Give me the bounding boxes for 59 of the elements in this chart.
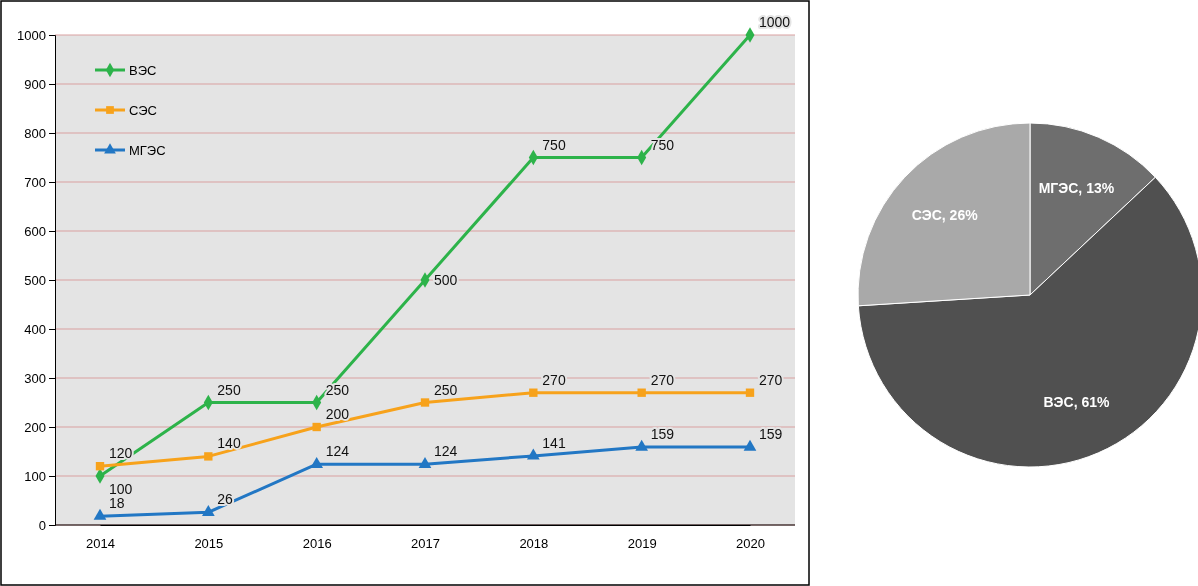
data-label: 270 xyxy=(542,371,566,388)
y-tick-label: 800 xyxy=(24,125,46,141)
data-label: 1000 xyxy=(759,14,791,30)
x-tick-label: 2016 xyxy=(302,536,332,552)
x-tick-label: 2017 xyxy=(411,536,440,552)
point xyxy=(635,439,649,451)
point xyxy=(526,448,540,460)
point xyxy=(745,388,755,397)
y-tick-label: 300 xyxy=(24,370,46,386)
point xyxy=(529,388,538,397)
point xyxy=(418,456,432,468)
data-label: 100 xyxy=(109,481,133,497)
y-tick-label: 500 xyxy=(24,272,46,288)
y-tick-label: 600 xyxy=(24,223,46,239)
point xyxy=(637,388,646,397)
data-label: 500 xyxy=(434,272,458,288)
x-tick-label: 2014 xyxy=(86,536,115,552)
point xyxy=(310,456,324,468)
point xyxy=(743,439,757,451)
slice-label: СЭС, 26% xyxy=(911,206,979,223)
point xyxy=(204,452,213,461)
data-label: 250 xyxy=(325,381,350,398)
point xyxy=(93,508,107,520)
y-tick-label: 400 xyxy=(24,321,46,337)
x-tick-label: 2018 xyxy=(519,536,549,552)
y-tick-label: 1000 xyxy=(17,27,46,43)
data-label: 250 xyxy=(217,381,241,398)
slice-label: МГЭС, 13% xyxy=(1038,179,1115,196)
x-tick-label: 2015 xyxy=(194,536,224,552)
x-tick-label: 2020 xyxy=(736,536,765,552)
point xyxy=(420,398,430,407)
data-label: 140 xyxy=(217,435,241,452)
data-label: 141 xyxy=(542,434,566,451)
y-tick-label: 200 xyxy=(24,419,46,435)
x-tick-label: 2019 xyxy=(627,536,657,552)
data-label: 250 xyxy=(434,381,458,398)
data-label: 200 xyxy=(325,406,350,422)
data-label: 750 xyxy=(650,136,675,153)
data-label: 159 xyxy=(759,426,783,443)
data-label: 120 xyxy=(109,445,133,462)
point xyxy=(95,462,105,471)
data-label: 124 xyxy=(434,443,458,460)
point xyxy=(312,422,321,432)
data-label: 124 xyxy=(325,443,350,460)
data-label: 26 xyxy=(217,491,234,508)
data-label: 18 xyxy=(109,495,125,512)
slice-label: ВЭС, 61% xyxy=(1043,394,1110,411)
data-label: 270 xyxy=(650,371,675,388)
y-tick-label: 900 xyxy=(24,76,46,92)
legend-label: МГЭС xyxy=(129,143,166,158)
data-label: 750 xyxy=(542,136,566,153)
legend-label: ВЭС xyxy=(129,63,157,78)
point xyxy=(201,504,215,516)
y-tick-label: 100 xyxy=(24,468,46,484)
legend-label: СЭС xyxy=(129,103,157,118)
data-label: 159 xyxy=(650,426,675,443)
y-tick-label: 700 xyxy=(24,174,46,190)
y-tick-label: 0 xyxy=(38,517,46,533)
data-label: 270 xyxy=(759,371,783,388)
